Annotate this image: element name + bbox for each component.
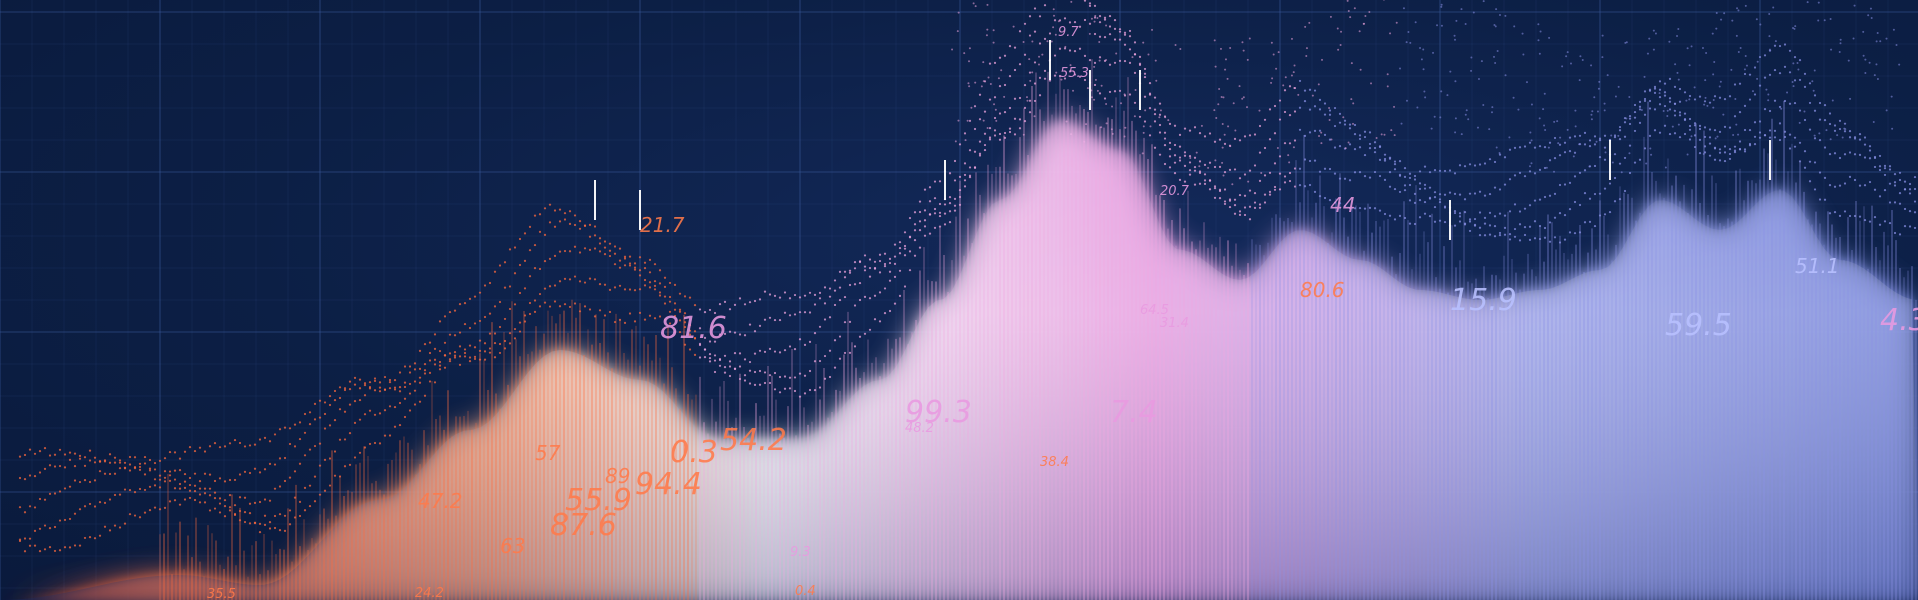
- floating-number-label: 51.1: [1795, 254, 1840, 278]
- floating-number-label: 81.6: [660, 311, 727, 346]
- floating-number-label: 80.6: [1300, 278, 1345, 302]
- floating-number-label: 31.4: [1160, 316, 1189, 331]
- floating-number-labels: 81.6 0.3 54.2 94.455.987.6 89 63 47.2 57 21.7 99.…: [207, 25, 1918, 600]
- floating-number-label: 35.5: [207, 587, 236, 600]
- floating-number-label: 55.9: [565, 483, 632, 518]
- floating-number-label: 55.3: [1060, 66, 1089, 81]
- floating-number-label: 59.5: [1665, 308, 1732, 343]
- floating-number-label: 57: [535, 441, 561, 465]
- floating-number-label: 44: [1330, 193, 1355, 217]
- floating-number-label: 89: [605, 464, 630, 488]
- floating-number-label: 47.2: [418, 489, 463, 513]
- floating-number-label: 99.3: [905, 395, 972, 430]
- floating-number-label: 54.2: [720, 423, 787, 458]
- floating-number-label: 94.4: [635, 467, 702, 502]
- floating-number-label: 0.3: [670, 435, 718, 470]
- floating-number-label: 24.2: [415, 586, 444, 600]
- vertical-spikes: [159, 40, 1917, 600]
- floating-number-label: 48.2: [905, 421, 934, 436]
- floating-number-label: 38.4: [1040, 455, 1069, 470]
- floating-number-label: 7.4: [1110, 395, 1158, 430]
- floating-number-label: 15.9: [1450, 283, 1517, 318]
- floating-number-label: 20.7: [1160, 184, 1190, 199]
- floating-number-label: 21.7: [640, 213, 685, 237]
- floating-number-label: 87.6: [550, 508, 617, 543]
- floating-number-label: 0.4: [795, 584, 816, 599]
- floating-number-label: 4.3: [1880, 303, 1918, 338]
- floating-number-label: 9.3: [790, 545, 811, 560]
- floating-number-label: 64.5: [1140, 303, 1169, 318]
- floating-number-label: 9.7: [1058, 25, 1079, 40]
- floating-number-label: 63: [500, 534, 525, 558]
